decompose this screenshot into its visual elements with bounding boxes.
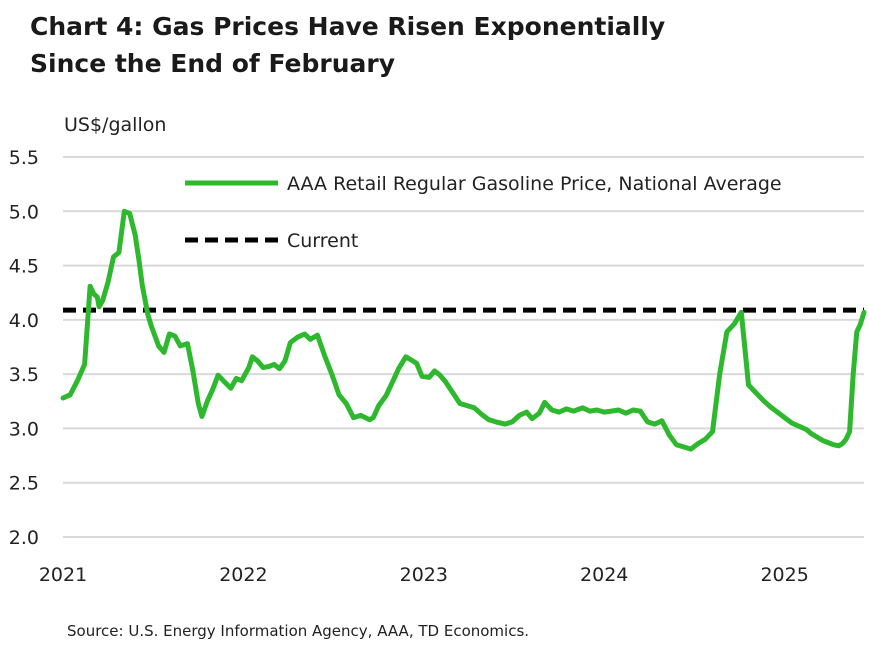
y-tick-label: 5.0 (9, 201, 39, 223)
y-tick-label: 5.5 (9, 147, 39, 169)
y-axis-unit-label: US$/gallon (64, 114, 167, 136)
y-tick-label: 2.0 (9, 527, 39, 549)
legend-label-gasoline: AAA Retail Regular Gasoline Price, Natio… (287, 173, 782, 195)
y-tick-label: 3.0 (9, 418, 39, 440)
y-tick-label: 2.5 (9, 473, 39, 495)
chart-title-line-1: Chart 4: Gas Prices Have Risen Exponenti… (30, 12, 666, 41)
x-tick-label: 2023 (400, 564, 448, 586)
y-tick-label: 3.5 (9, 364, 39, 386)
x-tick-label: 2024 (580, 564, 628, 586)
chart-title: Chart 4: Gas Prices Have Risen Exponenti… (30, 8, 850, 82)
legend-label-current: Current (287, 230, 358, 252)
line-chart: 2.0 2.5 3.0 3.5 4.0 4.5 5.0 5.5 2021 2022 2023 2024… (9, 147, 867, 586)
x-tick-label: 2025 (760, 564, 808, 586)
gasoline-price-line (60, 208, 867, 452)
x-tick-label: 2021 (39, 564, 87, 586)
source-note: Source: U.S. Energy Information Agency, … (67, 622, 530, 640)
y-tick-label: 4.0 (9, 310, 39, 332)
y-tick-label: 4.5 (9, 256, 39, 278)
chart-title-line-2: Since the End of February (30, 49, 396, 78)
x-tick-label: 2022 (219, 564, 267, 586)
